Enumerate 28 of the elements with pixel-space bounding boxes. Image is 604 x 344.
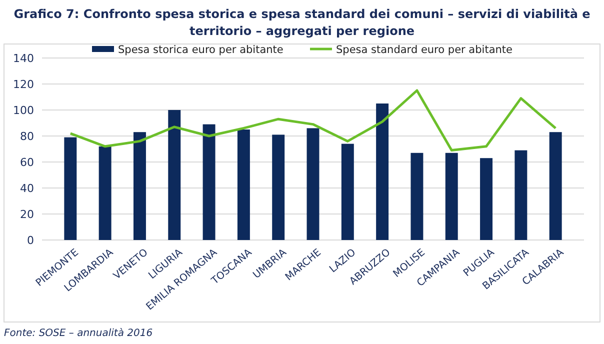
bar [445, 152, 458, 240]
bar [514, 150, 528, 240]
y-tick-label: 100 [13, 104, 34, 117]
bar [376, 104, 389, 240]
bar [133, 132, 146, 240]
y-tick-label: 20 [20, 208, 34, 221]
bar [549, 132, 562, 240]
bar [272, 134, 285, 240]
legend-label: Spesa standard euro per abitante [336, 44, 512, 56]
bar [98, 146, 112, 240]
y-tick-label: 120 [13, 78, 34, 91]
bar [64, 137, 77, 240]
y-tick-label: 80 [20, 130, 34, 143]
y-tick-label: 140 [13, 52, 34, 65]
chart-title: Grafico 7: Confronto spesa storica e spesa standard dei comuni – servizi di viabilità e territorio – aggregati per regione [14, 7, 590, 38]
source-note: Fonte: SOSE – annualità 2016 [4, 328, 153, 339]
bar [306, 128, 320, 240]
bar [480, 158, 493, 240]
y-tick-label: 0 [27, 234, 34, 247]
bar [168, 110, 181, 240]
bar [341, 144, 354, 240]
legend-label: Spesa storica euro per abitante [118, 44, 284, 56]
y-tick-label: 60 [20, 156, 34, 169]
bar [410, 152, 424, 240]
bar [237, 130, 250, 240]
line-series [69, 89, 557, 152]
y-tick-label: 40 [20, 182, 34, 195]
bar [202, 124, 216, 240]
